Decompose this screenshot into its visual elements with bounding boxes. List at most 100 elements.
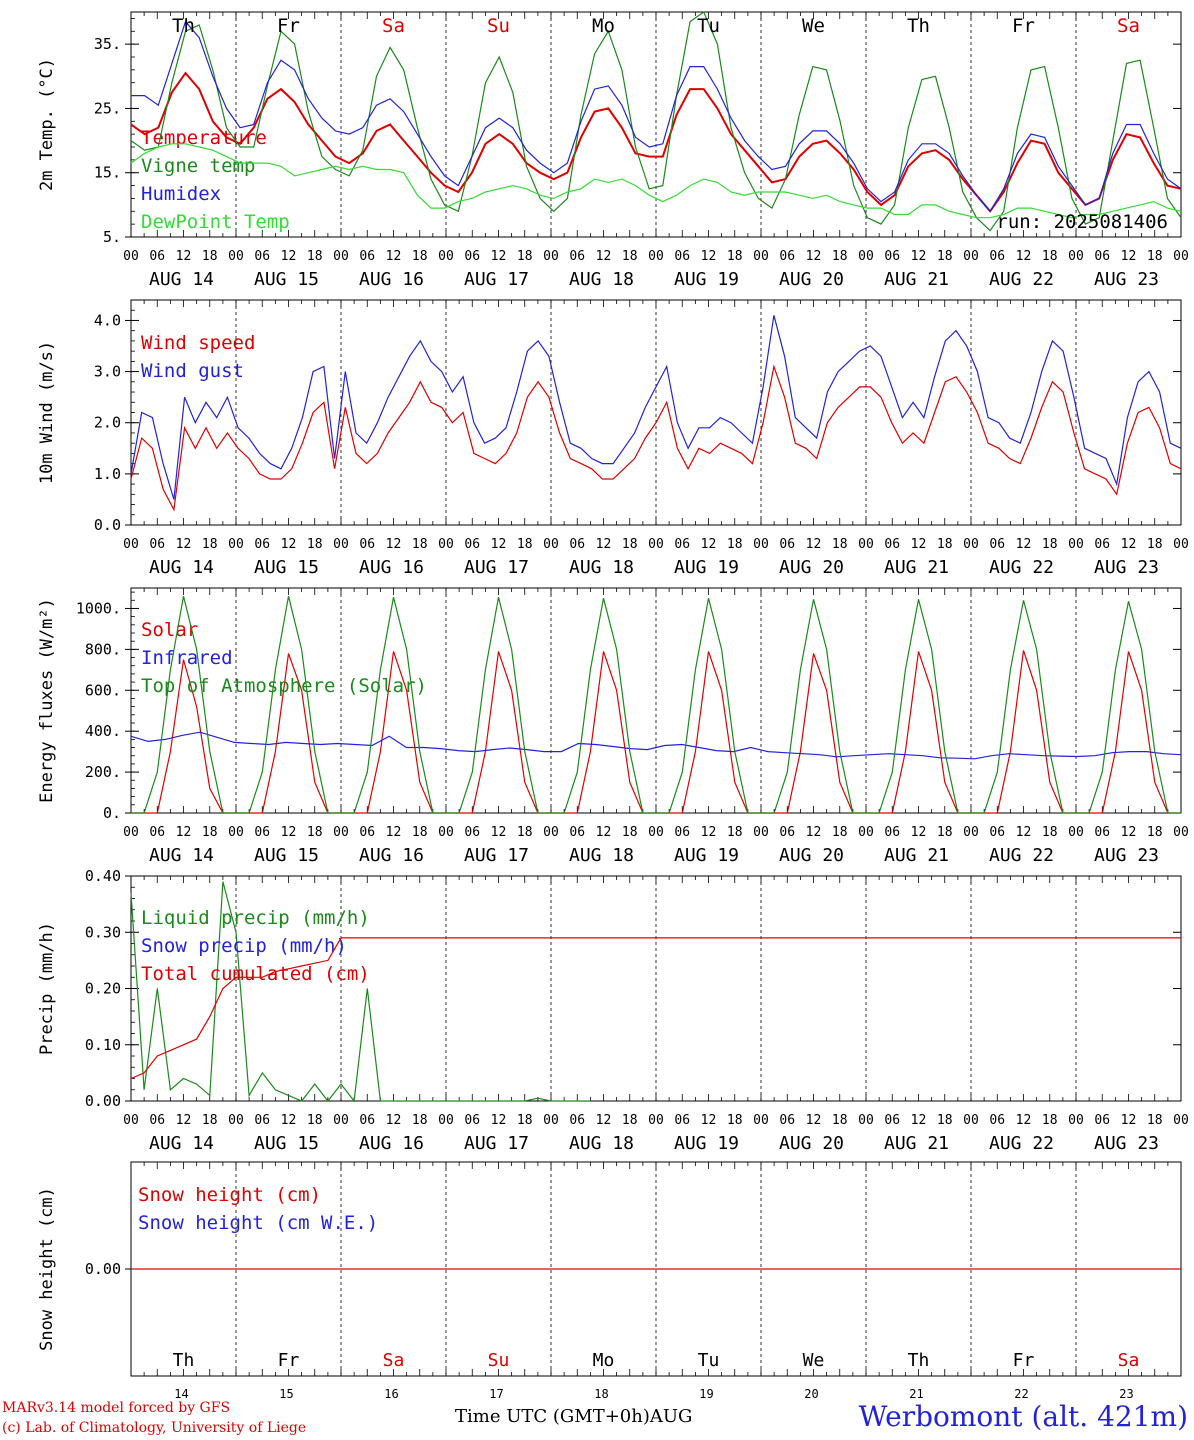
hour-tick-label: 00 xyxy=(858,1113,874,1128)
date-label: AUG 14 xyxy=(149,1133,214,1154)
bottom-weekday-label: Fr xyxy=(278,1350,300,1371)
date-label: AUG 16 xyxy=(359,557,424,578)
hour-tick-label: 18 xyxy=(1042,825,1058,840)
hour-tick-label: 18 xyxy=(937,825,953,840)
hour-tick-label: 00 xyxy=(1068,1113,1084,1128)
y-tick-label: 2.0 xyxy=(94,414,121,432)
y-axis-label: Precip (mm/h) xyxy=(37,922,57,1055)
hour-tick-label: 12 xyxy=(281,825,297,840)
hour-tick-label: 18 xyxy=(937,249,953,264)
y-tick-label: 0.0 xyxy=(94,516,121,534)
y-tick-label: 800. xyxy=(85,640,121,658)
hour-tick-label: 18 xyxy=(727,249,743,264)
hour-tick-label: 06 xyxy=(779,537,795,552)
hour-tick-label: 12 xyxy=(491,1113,507,1128)
hour-tick-label: 12 xyxy=(386,249,402,264)
hour-tick-label: 18 xyxy=(832,1113,848,1128)
legend-label: Humidex xyxy=(141,183,221,205)
y-axis-label: 2m Temp. (°C) xyxy=(37,58,57,191)
hour-tick-label: 12 xyxy=(1121,537,1137,552)
hour-tick-label: 00 xyxy=(543,537,559,552)
legend-label: Solar xyxy=(141,619,198,641)
hour-tick-label: 00 xyxy=(648,249,664,264)
y-tick-label: 3.0 xyxy=(94,363,121,381)
hour-tick-label: 18 xyxy=(1042,1113,1058,1128)
hour-tick-label: 00 xyxy=(1173,825,1189,840)
hour-tick-label: 12 xyxy=(596,1113,612,1128)
y-tick-label: 5. xyxy=(103,228,121,246)
date-label: AUG 22 xyxy=(989,269,1054,290)
lab-credit: (c) Lab. of Climatology, University of L… xyxy=(2,1420,307,1436)
meteogram: 5.15.25.35.2m Temp. (°C) TemperatureVigne… xyxy=(37,11,1189,1400)
hour-tick-label: 18 xyxy=(622,825,638,840)
hour-tick-label: 18 xyxy=(202,1113,218,1128)
bottom-weekday-label: Sa xyxy=(1118,1350,1140,1371)
day-number: 19 xyxy=(699,1387,713,1400)
hour-tick-label: 12 xyxy=(386,1113,402,1128)
day-number: 18 xyxy=(594,1387,608,1400)
date-label: AUG 17 xyxy=(464,269,529,290)
day-number: 16 xyxy=(384,1387,398,1400)
date-label: AUG 21 xyxy=(884,269,949,290)
y-tick-label: 0.20 xyxy=(85,980,121,998)
hour-tick-label: 06 xyxy=(1094,1113,1110,1128)
legend-label: Snow height (cm) xyxy=(138,1184,321,1206)
hour-tick-label: 12 xyxy=(1016,1113,1032,1128)
hour-tick-label: 12 xyxy=(806,537,822,552)
hour-tick-label: 12 xyxy=(911,1113,927,1128)
hour-tick-label: 06 xyxy=(149,249,165,264)
hour-tick-label: 06 xyxy=(359,537,375,552)
hour-tick-label: 00 xyxy=(543,249,559,264)
hour-tick-label: 00 xyxy=(858,825,874,840)
hour-tick-label: 18 xyxy=(622,537,638,552)
hour-tick-label: 12 xyxy=(491,249,507,264)
hour-tick-label: 00 xyxy=(753,249,769,264)
hour-tick-label: 00 xyxy=(228,249,244,264)
hour-tick-label: 12 xyxy=(701,1113,717,1128)
hour-tick-label: 18 xyxy=(937,537,953,552)
y-axis-label: Snow height (cm) xyxy=(37,1187,57,1351)
hour-tick-label: 12 xyxy=(281,249,297,264)
legend-label: Total cumulated (cm) xyxy=(141,963,370,985)
y-tick-label: 600. xyxy=(85,681,121,699)
hour-tick-label: 00 xyxy=(1068,825,1084,840)
hour-tick-label: 18 xyxy=(622,249,638,264)
legend-label: Infrared xyxy=(141,647,233,669)
day-number: 23 xyxy=(1119,1387,1133,1400)
hour-tick-label: 00 xyxy=(228,825,244,840)
hour-tick-label: 18 xyxy=(1147,1113,1163,1128)
hour-tick-label: 12 xyxy=(806,249,822,264)
legend-label: DewPoint Temp xyxy=(141,211,290,233)
y-tick-label: 200. xyxy=(85,763,121,781)
series-wind-speed xyxy=(130,364,1182,512)
hour-tick-label: 06 xyxy=(464,1113,480,1128)
date-label: AUG 15 xyxy=(254,1133,319,1154)
hour-tick-label: 06 xyxy=(779,825,795,840)
hour-tick-label: 18 xyxy=(517,825,533,840)
hour-tick-label: 18 xyxy=(1147,249,1163,264)
hour-tick-label: 06 xyxy=(779,249,795,264)
series-infrared xyxy=(130,731,1182,760)
hour-tick-label: 18 xyxy=(412,537,428,552)
series-liquid-precip-mm-h xyxy=(130,881,591,1103)
hour-tick-label: 12 xyxy=(386,537,402,552)
hour-tick-label: 00 xyxy=(648,537,664,552)
hour-tick-label: 18 xyxy=(517,537,533,552)
hour-tick-label: 06 xyxy=(779,1113,795,1128)
hour-tick-label: 00 xyxy=(333,249,349,264)
y-tick-label: 0. xyxy=(103,804,121,822)
hour-tick-label: 00 xyxy=(753,825,769,840)
hour-tick-label: 12 xyxy=(701,249,717,264)
y-axis-label: Energy fluxes (W/m²) xyxy=(37,598,57,803)
date-label: AUG 16 xyxy=(359,1133,424,1154)
hour-tick-label: 00 xyxy=(228,537,244,552)
hour-tick-label: 00 xyxy=(438,825,454,840)
date-label: AUG 16 xyxy=(359,845,424,866)
hour-tick-label: 12 xyxy=(281,537,297,552)
hour-tick-label: 12 xyxy=(1016,249,1032,264)
hour-tick-label: 12 xyxy=(491,537,507,552)
y-tick-label: 1000. xyxy=(76,599,121,617)
y-tick-label: 4.0 xyxy=(94,311,121,329)
y-tick-label: 0.40 xyxy=(85,867,121,885)
hour-tick-label: 06 xyxy=(359,1113,375,1128)
